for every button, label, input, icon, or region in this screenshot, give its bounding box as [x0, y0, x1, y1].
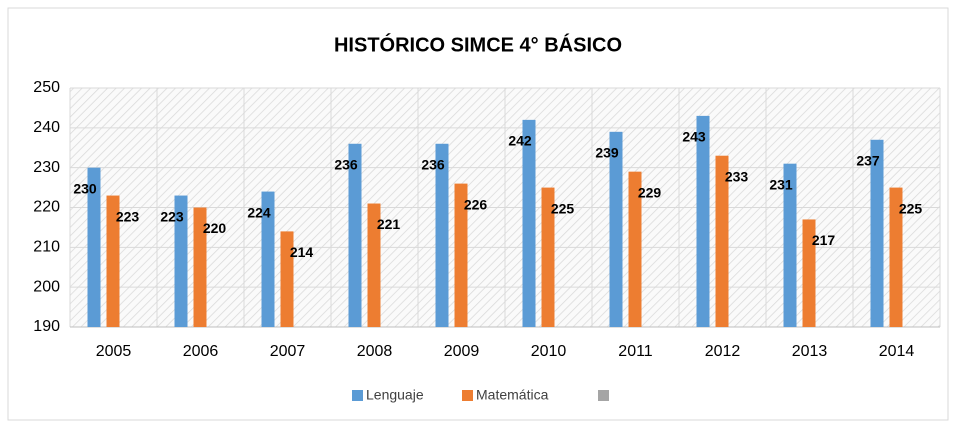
- bar: [280, 231, 294, 327]
- legend-label: Matemática: [476, 387, 549, 403]
- data-label: 223: [160, 208, 184, 224]
- chart-title: HISTÓRICO SIMCE 4° BÁSICO: [334, 32, 622, 56]
- data-label: 223: [116, 208, 140, 224]
- data-label: 233: [725, 168, 749, 184]
- data-label: 237: [856, 152, 880, 168]
- bar: [193, 207, 207, 327]
- bar: [783, 163, 797, 327]
- x-tick-label: 2009: [444, 343, 480, 360]
- data-label: 229: [638, 184, 662, 200]
- bar: [802, 219, 816, 327]
- x-tick-label: 2010: [531, 343, 567, 360]
- data-label: 236: [421, 156, 445, 172]
- data-label: 230: [73, 180, 97, 196]
- bar: [541, 187, 555, 327]
- bar: [261, 191, 275, 327]
- y-tick-label: 250: [33, 79, 60, 96]
- bar: [348, 143, 362, 327]
- x-tick-label: 2006: [183, 343, 219, 360]
- bar: [87, 167, 101, 327]
- y-tick-label: 190: [33, 318, 60, 335]
- x-tick-label: 2014: [879, 343, 915, 360]
- y-tick-label: 240: [33, 119, 60, 136]
- bar: [609, 131, 623, 327]
- bar: [870, 139, 884, 327]
- legend-swatch: [462, 390, 473, 401]
- data-label: 231: [769, 176, 793, 192]
- x-tick-label: 2005: [96, 343, 132, 360]
- bar: [367, 203, 381, 327]
- x-tick-label: 2007: [270, 343, 306, 360]
- legend-swatch: [352, 390, 363, 401]
- data-label: 242: [508, 133, 532, 149]
- bar: [889, 187, 903, 327]
- x-tick-label: 2012: [705, 343, 741, 360]
- legend-label: Lenguaje: [366, 387, 424, 403]
- bar: [106, 195, 120, 327]
- y-tick-label: 230: [33, 159, 60, 176]
- bar: [696, 115, 710, 327]
- data-label: 226: [464, 196, 488, 212]
- data-label: 225: [551, 200, 575, 216]
- x-tick-label: 2011: [618, 343, 653, 360]
- legend-swatch: [598, 390, 609, 401]
- data-label: 224: [247, 204, 271, 220]
- x-tick-label: 2013: [792, 343, 828, 360]
- bar: [715, 155, 729, 327]
- y-tick-label: 210: [33, 239, 60, 256]
- bar: [435, 143, 449, 327]
- data-label: 239: [595, 145, 619, 161]
- data-label: 217: [812, 232, 836, 248]
- data-label: 236: [334, 156, 358, 172]
- data-label: 220: [203, 220, 227, 236]
- bar: [174, 195, 188, 327]
- bar: [522, 119, 536, 327]
- bar: [628, 171, 642, 327]
- x-tick-label: 2008: [357, 343, 393, 360]
- data-label: 214: [290, 244, 314, 260]
- data-label: 243: [682, 129, 706, 145]
- y-tick-label: 220: [33, 199, 60, 216]
- y-tick-label: 200: [33, 278, 60, 295]
- data-label: 221: [377, 216, 401, 232]
- data-label: 225: [899, 200, 923, 216]
- bar: [454, 183, 468, 327]
